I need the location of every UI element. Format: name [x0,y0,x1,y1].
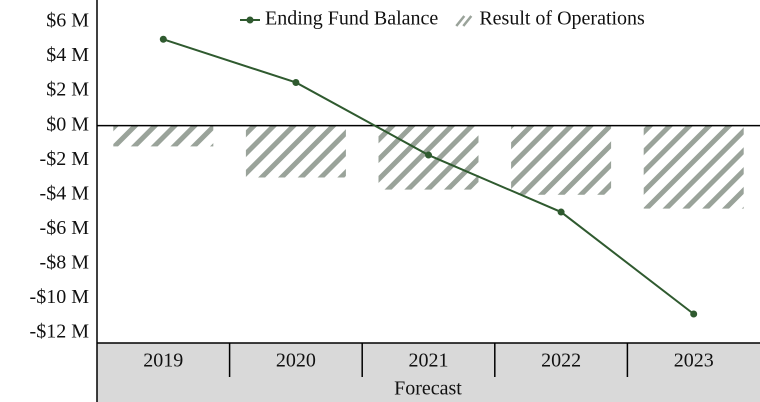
y-tick-label: -$8 M [40,251,90,273]
y-tick-label: $6 M [46,10,89,32]
group-label: Forecast [394,378,462,400]
point [690,310,698,318]
y-tick-label: $4 M [46,44,89,66]
x-tick-label: 2021 [409,350,449,372]
point [292,78,300,86]
legend-label: Ending Fund Balance [265,8,438,30]
point [557,208,565,216]
x-tick-label: 2022 [541,350,581,372]
legend-hatch [455,15,473,27]
x-tick-label: 2019 [143,350,183,372]
y-tick-label: -$2 M [40,148,90,170]
x-tick-label: 2023 [674,350,714,372]
legend-point [246,16,254,24]
y-tick-label: -$12 M [30,321,90,343]
category-band [97,343,760,402]
y-tick-label: -$10 M [30,286,90,308]
point [425,151,432,159]
bar [113,125,214,147]
y-tick-label: -$6 M [40,217,90,239]
point [159,35,167,43]
legend-label: Result of Operations [479,8,645,30]
bar [511,125,612,195]
y-tick-label: -$4 M [40,182,90,204]
x-tick-label: 2020 [276,350,316,372]
bar [245,125,346,178]
y-tick-label: $0 M [46,113,89,135]
y-tick-label: $2 M [46,79,89,101]
bar [643,125,744,209]
